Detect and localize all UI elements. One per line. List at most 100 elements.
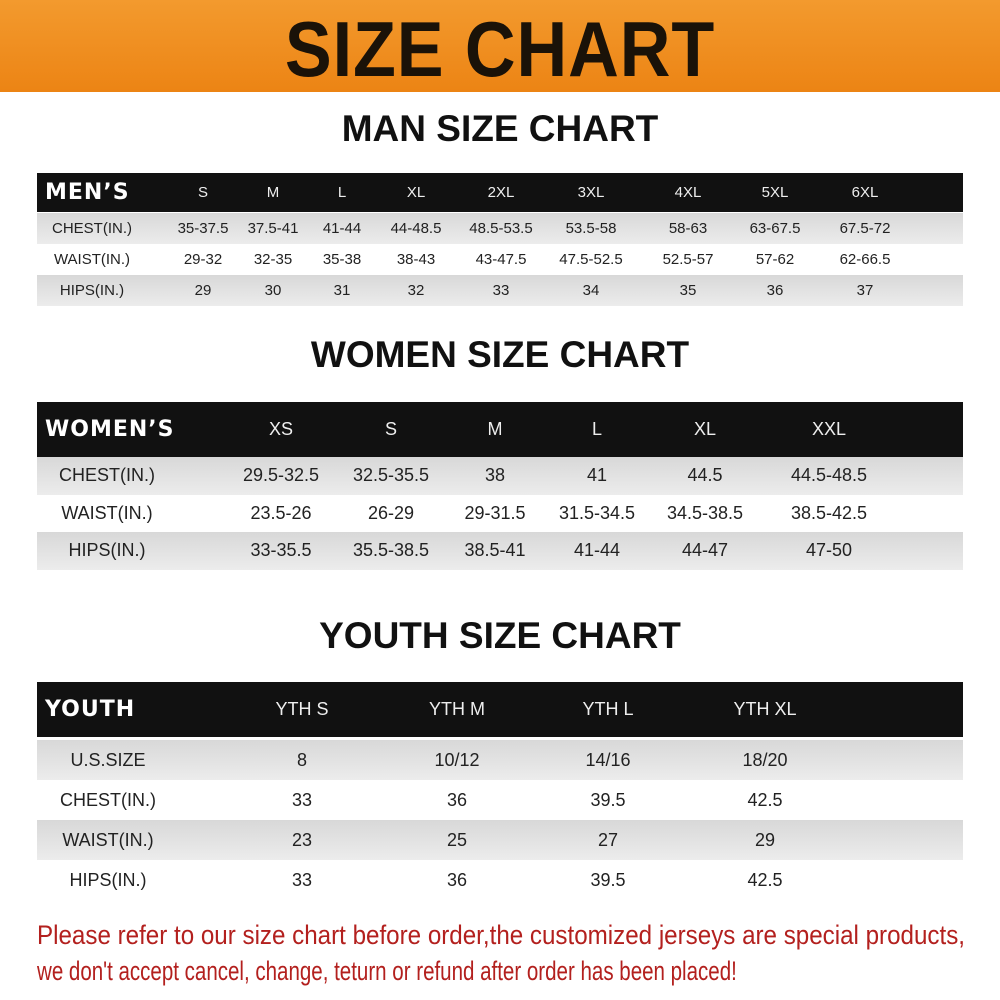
table-cell: 39.5 [590, 790, 626, 810]
table-header-label: WOMEN’S [45, 417, 175, 442]
size-header: S [197, 184, 209, 201]
table-cell: 37.5-41 [247, 220, 299, 237]
size-header: S [384, 419, 398, 439]
table-cell: 29-31.5 [464, 502, 526, 523]
table-cell: 58-63 [668, 220, 708, 237]
table-cell: 38.5-42.5 [790, 502, 868, 523]
row-label: HIPS(IN.) [68, 540, 146, 560]
size-header: L [337, 184, 347, 201]
table-cell: 35-38 [322, 251, 362, 268]
table-cell: 44.5-48.5 [790, 465, 868, 485]
table-row: HIPS(IN.) 33-35.5 35.5-38.5 38.5-41 41-44 44-… [37, 532, 963, 570]
row-label: HIPS(IN.) [69, 870, 147, 890]
table-cell: 23.5-26 [250, 502, 312, 523]
table-header-row: MEN’S S M L XL 2XL 3XL 4XL 5XL 6XL [37, 173, 963, 212]
table-cell: 25 [446, 830, 468, 850]
table-cell: 36 [446, 790, 468, 810]
table-cell: 43-47.5 [475, 251, 527, 268]
table-cell: 32.5-35.5 [352, 465, 430, 485]
table-cell: 36 [446, 870, 468, 890]
table-cell: 53.5-58 [565, 220, 617, 237]
size-header: 6XL [851, 184, 879, 201]
table-cell: 27 [597, 830, 619, 850]
table-cell: 23 [291, 830, 313, 850]
row-label: WAIST(IN.) [62, 830, 154, 850]
size-header: YTH M [429, 699, 485, 719]
table-cell: 38.5-41 [464, 540, 526, 560]
size-header: M [487, 419, 503, 439]
table-cell: 38 [484, 465, 506, 485]
table-cell: 39.5 [590, 870, 626, 890]
table-cell: 31 [333, 282, 351, 299]
table-cell: 48.5-53.5 [469, 220, 533, 237]
size-header: YTH XL [733, 699, 797, 719]
table-cell: 33 [492, 282, 510, 299]
table-cell: 26-29 [367, 502, 415, 523]
table-cell: 57-62 [755, 251, 795, 268]
table-cell: 37 [856, 282, 874, 299]
table-cell: 18/20 [742, 750, 788, 770]
row-label: WAIST(IN.) [61, 502, 153, 523]
table-cell: 42.5 [747, 870, 783, 890]
table-header-label: MEN’S [45, 180, 130, 205]
table-cell: 36 [766, 282, 784, 299]
table-row: CHEST(IN.) 33 36 39.5 42.5 [37, 780, 963, 820]
row-label: WAIST(IN.) [53, 251, 131, 268]
notice-line-2: we don't accept cancel, change, teturn o… [37, 956, 737, 986]
table-cell: 41-44 [322, 220, 362, 237]
size-header: M [266, 184, 280, 201]
table-row: HIPS(IN.) 29 30 31 32 33 34 35 36 37 [37, 275, 963, 306]
size-header: 4XL [674, 184, 702, 201]
size-header: XL [406, 184, 426, 201]
table-cell: 32-35 [253, 251, 293, 268]
table-cell: 35-37.5 [177, 220, 229, 237]
size-header: 3XL [577, 184, 605, 201]
table-cell: 29-32 [183, 251, 223, 268]
table-cell: 44.5 [687, 465, 723, 485]
table-cell: 62-66.5 [839, 251, 891, 268]
table-cell: 31.5-34.5 [558, 502, 636, 523]
table-header-row: WOMEN’S XS S M L XL XXL [37, 402, 963, 457]
table-cell: 34.5-38.5 [666, 502, 744, 523]
table-row: CHEST(IN.) 35-37.5 37.5-41 41-44 44-48.5 48.5… [37, 213, 963, 244]
table-row: WAIST(IN.) 29-32 32-35 35-38 38-43 43-47.5 47.… [37, 244, 963, 275]
table-cell: 47-50 [805, 540, 853, 560]
table-cell: 35.5-38.5 [352, 540, 430, 560]
page-title: SIZE CHART [284, 5, 716, 93]
table-cell: 41-44 [573, 540, 621, 560]
table-cell: 14/16 [585, 750, 631, 770]
table-header-label: YOUTH [45, 697, 136, 722]
table-cell: 8 [296, 750, 308, 770]
table-row: HIPS(IN.) 33 36 39.5 42.5 [37, 860, 963, 900]
table-cell: 35 [679, 282, 697, 299]
table-row: WAIST(IN.) 23 25 27 29 [37, 820, 963, 860]
table-cell: 42.5 [747, 790, 783, 810]
table-cell: 34 [582, 282, 600, 299]
row-label: CHEST(IN.) [59, 465, 155, 485]
table-row: WAIST(IN.) 23.5-26 26-29 29-31.5 31.5-34.5 34… [37, 495, 963, 533]
men-section-title: MAN SIZE CHART [341, 108, 659, 149]
row-label: HIPS(IN.) [59, 282, 125, 299]
women-section-title: WOMEN SIZE CHART [310, 334, 690, 375]
row-label: CHEST(IN.) [60, 790, 156, 810]
table-cell: 33 [291, 870, 313, 890]
table-cell: 33 [291, 790, 313, 810]
size-chart-banner: SIZE CHART [0, 0, 1000, 93]
row-label: CHEST(IN.) [52, 220, 132, 237]
table-cell: 44-47 [681, 540, 729, 560]
youth-section-title: YOUTH SIZE CHART [319, 615, 681, 656]
size-header: 5XL [761, 184, 789, 201]
table-cell: 32 [407, 282, 425, 299]
size-header: XL [693, 419, 717, 439]
table-cell: 10/12 [434, 750, 480, 770]
table-cell: 44-48.5 [390, 220, 442, 237]
size-header: XS [268, 419, 294, 439]
table-cell: 29 [754, 830, 776, 850]
table-cell: 63-67.5 [749, 220, 801, 237]
table-cell: 30 [264, 282, 282, 299]
table-cell: 29.5-32.5 [242, 465, 320, 485]
table-cell: 33-35.5 [250, 540, 312, 560]
size-header: L [591, 419, 603, 439]
size-header: XXL [811, 419, 847, 439]
size-header: YTH S [275, 699, 329, 719]
